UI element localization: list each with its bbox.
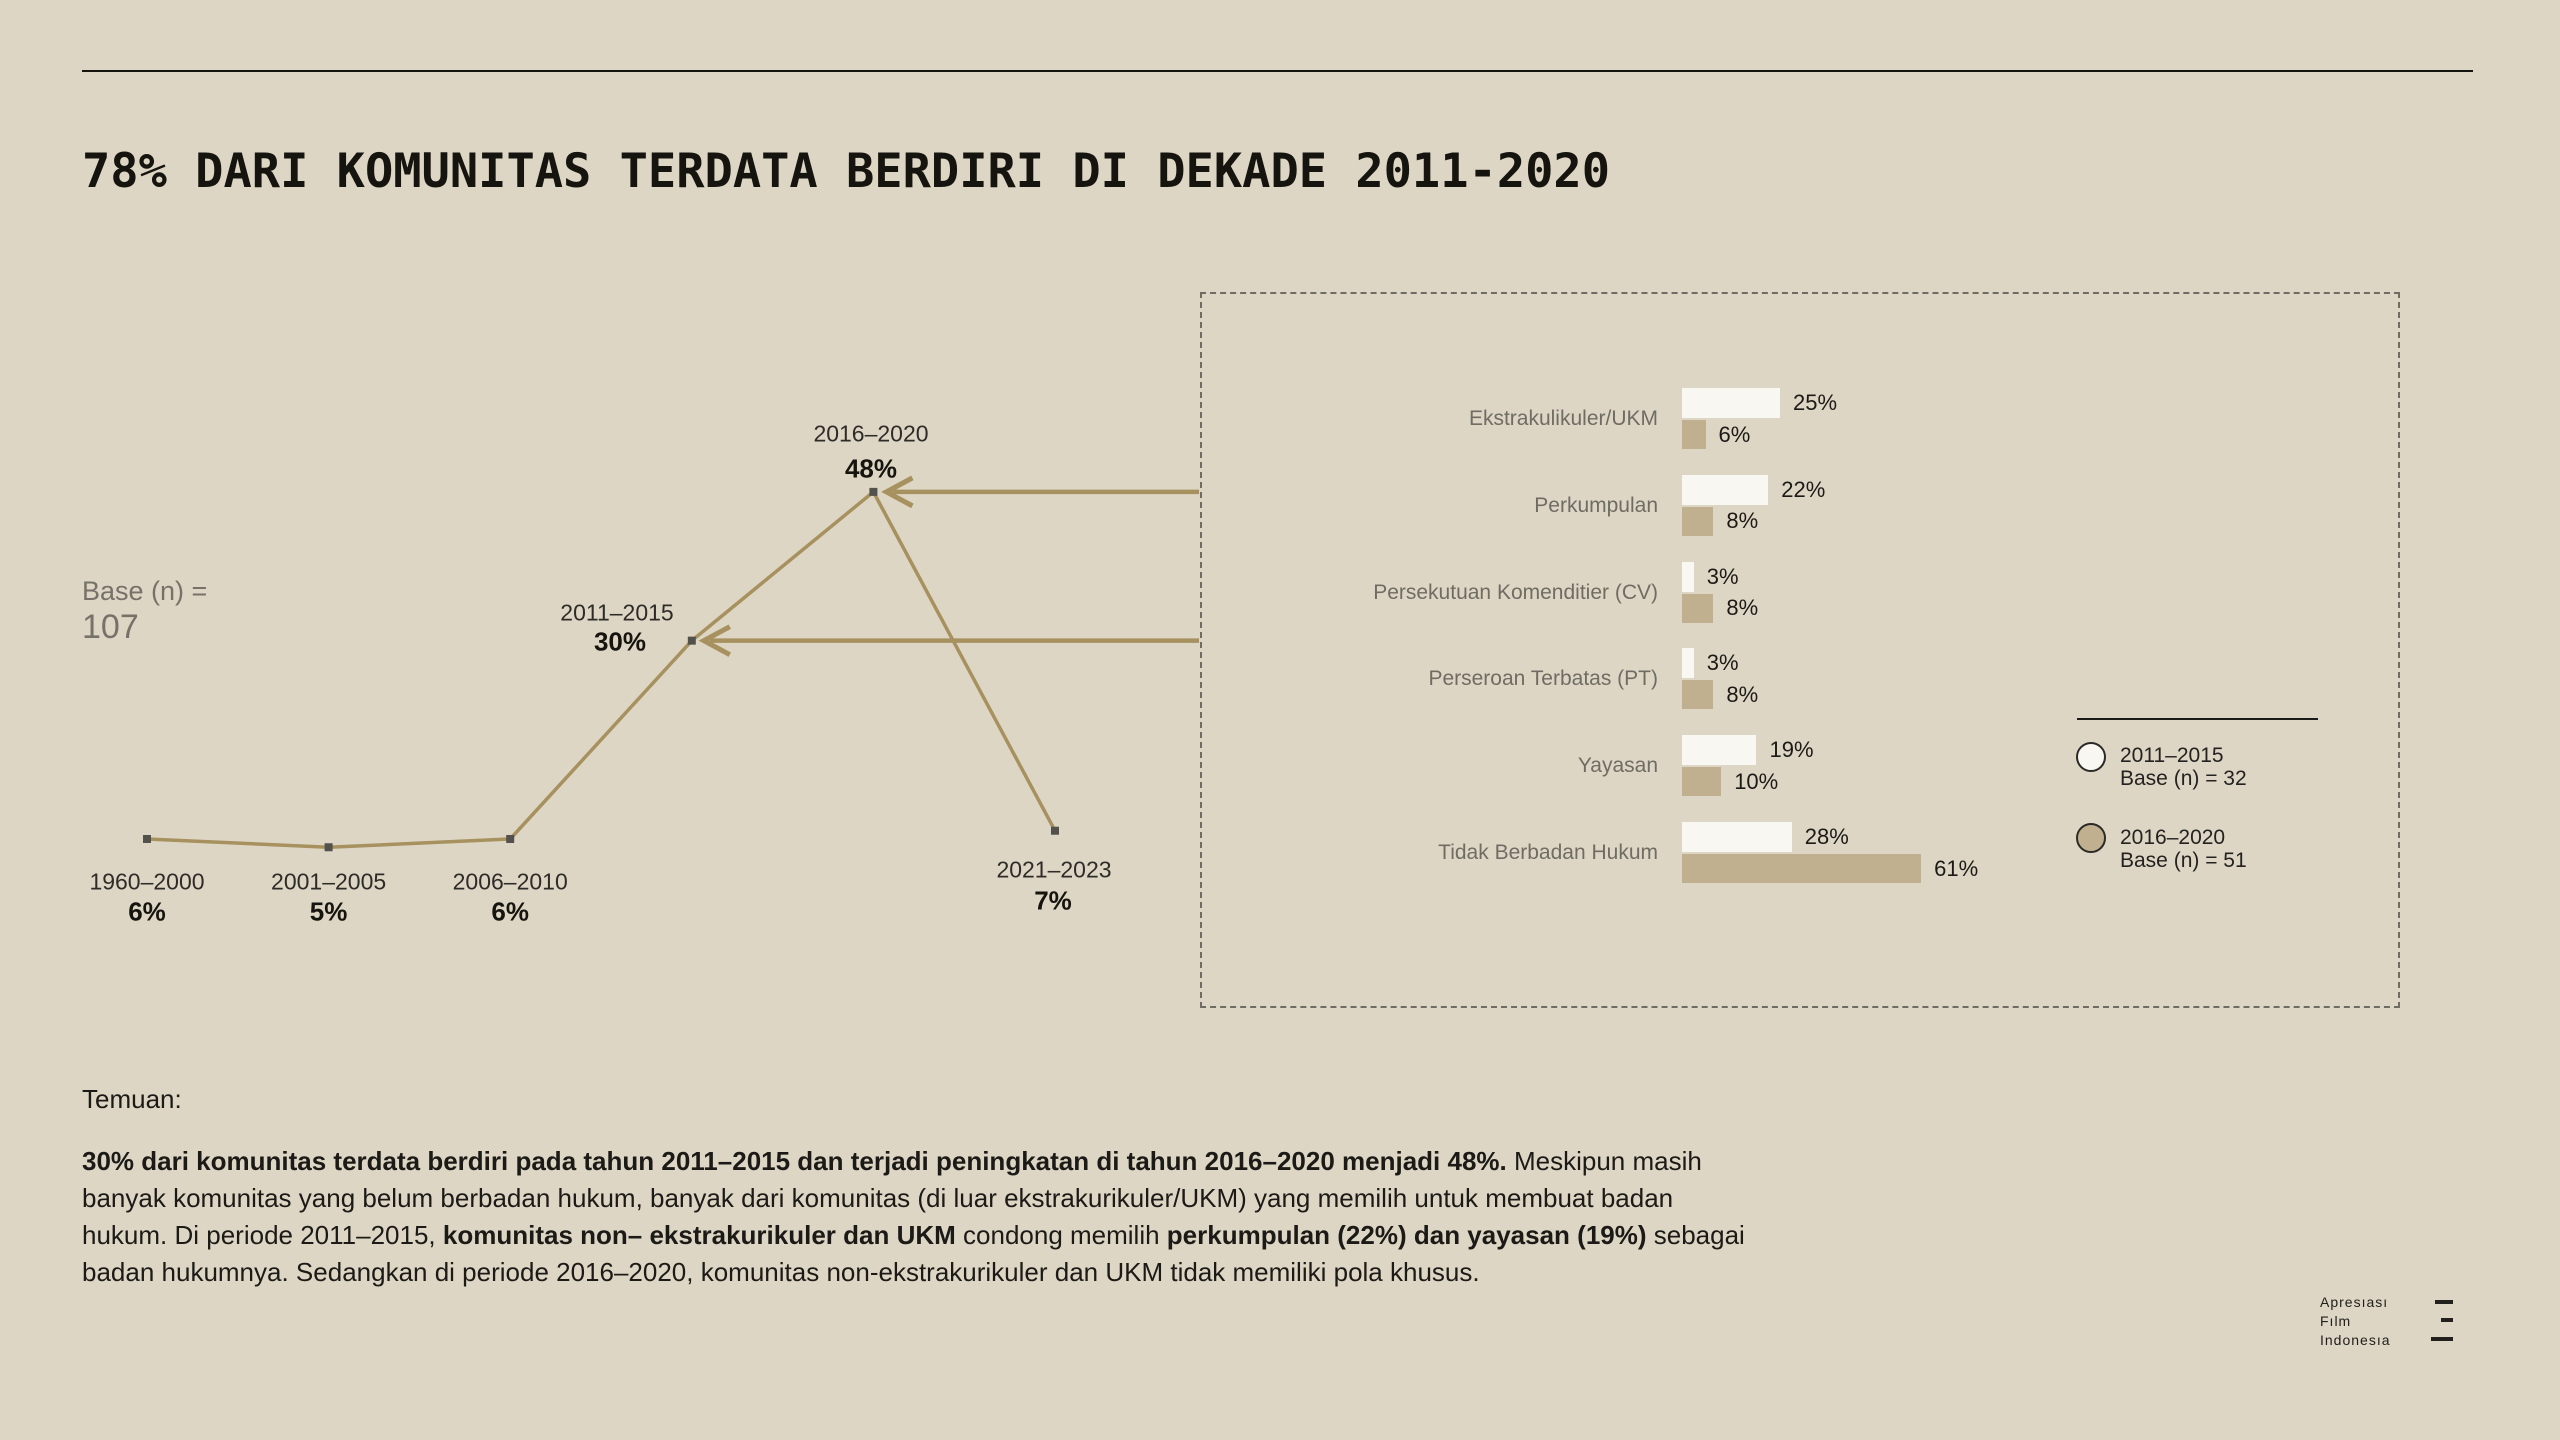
breakdown-bar-2016–2020 <box>1682 680 1714 710</box>
breakdown-value-label: 8% <box>1726 595 1759 621</box>
legend-swatch-2016-2020 <box>2076 823 2106 853</box>
breakdown-value-label: 61% <box>1934 855 1979 881</box>
legend-entry-2016-2020: 2016–2020 Base (n) = 51 <box>2120 826 2247 872</box>
findings-paragraph: 30% dari komunitas terdata berdiri pada … <box>82 1143 1842 1291</box>
page-title: 78% DARI KOMUNITAS TERDATA BERDIRI DI DE… <box>82 144 1611 199</box>
timeline-period-label: 1960–2000 <box>89 868 205 895</box>
breakdown-category-label: Perkumpulan <box>1534 493 1658 517</box>
timeline-value-label: 30% <box>593 626 647 657</box>
breakdown-value-label: 25% <box>1793 390 1838 415</box>
breakdown-value-label: 8% <box>1726 508 1759 534</box>
logo-dash-icon <box>2431 1337 2453 1341</box>
breakdown-value-label: 10% <box>1734 768 1779 794</box>
breakdown-category-label: Tidak Berbadan Hukum <box>1438 841 1658 864</box>
timeline-base-value: 107 <box>82 608 139 646</box>
logo-dash-icon <box>2441 1318 2453 1322</box>
breakdown-bar-2011–2015 <box>1682 822 1792 852</box>
breakdown-value-label: 28% <box>1804 824 1849 849</box>
logo-line-1: Apresıası <box>2320 1294 2389 1310</box>
findings-line: hukum. Di periode 2011–2015, komunitas n… <box>82 1220 1745 1250</box>
timeline-period-label: 2006–2010 <box>452 868 568 895</box>
top-divider <box>82 70 2473 72</box>
breakdown-bar-2016–2020 <box>1682 593 1714 623</box>
breakdown-bar-2011–2015 <box>1682 735 1757 766</box>
breakdown-value-label: 3% <box>1706 563 1739 589</box>
findings-line: banyak komunitas yang belum berbadan huk… <box>82 1183 1674 1213</box>
legend-divider <box>2077 718 2318 720</box>
breakdown-value-label: 3% <box>1706 650 1739 676</box>
timeline-value-label: 5% <box>309 896 348 927</box>
timeline-period-label: 2021–2023 <box>996 856 1112 883</box>
timeline-base-label: Base (n) = <box>82 576 208 606</box>
logo-dash-icon <box>2435 1300 2453 1304</box>
legend-entry-2011-2015: 2011–2015 Base (n) = 32 <box>2120 744 2247 790</box>
legend-period-label: 2016–2020 <box>2120 826 2226 849</box>
breakdown-bar-2016–2020 <box>1682 854 1922 883</box>
breakdown-bar-2011–2015 <box>1682 388 1780 418</box>
breakdown-category-label: Perseroan Terbatas (PT) <box>1428 667 1658 691</box>
findings-line: 30% dari komunitas terdata berdiri pada … <box>82 1146 1702 1176</box>
timeline-value-label: 7% <box>1034 885 1072 916</box>
breakdown-bar-2016–2020 <box>1682 767 1722 797</box>
breakdown-value-label: 8% <box>1726 681 1759 707</box>
breakdown-bar-2016–2020 <box>1682 506 1714 536</box>
timeline-period-label: 2011–2015 <box>560 599 674 626</box>
breakdown-category-label: Persekutuan Komenditier (CV) <box>1373 580 1658 604</box>
breakdown-value-label: 6% <box>1718 421 1751 447</box>
breakdown-panel-border <box>1200 292 2400 1008</box>
legend-base-label: Base (n) = 51 <box>2120 849 2247 872</box>
timeline-value-label: 48% <box>844 453 898 484</box>
timeline-value-label: 6% <box>128 896 166 927</box>
breakdown-category-label: Ekstrakulikuler/UKM <box>1468 407 1658 430</box>
legend-base-label: Base (n) = 32 <box>2120 767 2247 790</box>
timeline-period-label: 2001–2005 <box>271 868 387 895</box>
breakdown-category-label: Yayasan <box>1577 754 1658 778</box>
legend-period-label: 2011–2015 <box>2120 744 2224 767</box>
breakdown-bar-2016–2020 <box>1682 420 1706 449</box>
logo-line-2: Fılm <box>2320 1313 2352 1329</box>
timeline-period-label: 2016–2020 <box>813 420 929 447</box>
timeline-value-label: 6% <box>491 896 529 927</box>
breakdown-value-label: 19% <box>1769 737 1814 763</box>
logo-line-3: Indonesıa <box>2320 1332 2391 1348</box>
findings-line: badan hukumnya. Sedangkan di periode 201… <box>82 1257 1480 1287</box>
breakdown-bar-2011–2015 <box>1682 648 1694 679</box>
findings-heading: Temuan: <box>82 1084 182 1114</box>
breakdown-bar-2011–2015 <box>1682 561 1694 592</box>
legend-swatch-2011-2015 <box>2076 742 2106 772</box>
breakdown-bar-2011–2015 <box>1682 474 1769 505</box>
breakdown-value-label: 22% <box>1781 476 1826 502</box>
